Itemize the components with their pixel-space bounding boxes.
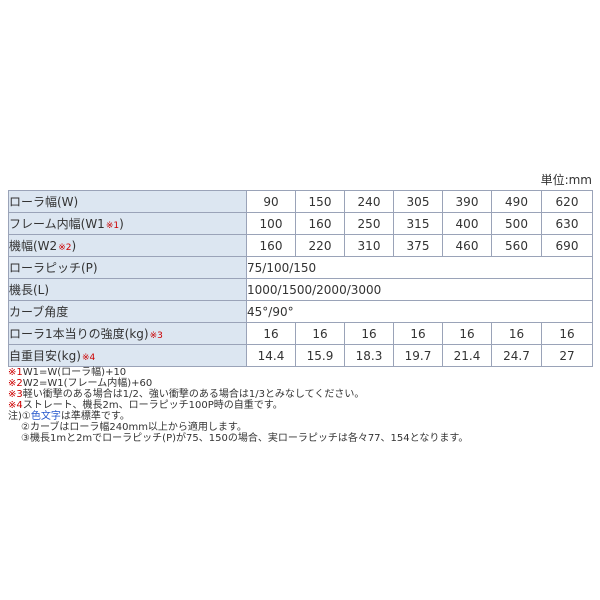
note-line: ※1W1=W(ローラ幅)+10	[8, 367, 594, 378]
row-label-text: 自重目安(kg)	[9, 349, 81, 363]
row-label-text: カーブ角度	[9, 305, 69, 319]
row-label-text: ローラピッチ(P)	[9, 261, 98, 275]
value-cell: 500	[491, 212, 542, 235]
unit-label: 単位:mm	[540, 173, 592, 187]
row-label-cell: 機幅(W2※2)	[8, 234, 247, 257]
note-text: ②カーブはローラ幅240mm以上から適用します。	[21, 422, 247, 433]
spec-table: ローラ幅(W) 90 150 240 305 390 490 620 フレーム内幅(W1※1) 1…	[8, 190, 593, 367]
value-cell: 375	[393, 234, 443, 257]
value-cell: 150	[295, 190, 345, 213]
value-cell: 14.4	[246, 344, 296, 367]
value-cell: 16	[442, 322, 492, 345]
note-text: W2=W1(フレーム内幅)+60	[22, 378, 153, 389]
value-cell: 400	[442, 212, 492, 235]
row-label-text: 機幅(W2	[9, 239, 58, 253]
note-text: W1=W(ローラ幅)+10	[22, 367, 127, 378]
row-label-cell: ローラピッチ(P)	[8, 256, 247, 279]
value-cell: 250	[344, 212, 394, 235]
table-row: 機幅(W2※2) 160 220 310 375 460 560 690	[8, 234, 593, 257]
table-row: ローラ幅(W) 90 150 240 305 390 490 620	[8, 190, 593, 213]
table-row: フレーム内幅(W1※1) 100 160 250 315 400 500 630	[8, 212, 593, 235]
note-text: ストレート、機長2m、ローラピッチ100P時の自重です。	[22, 400, 283, 411]
value-cell: 240	[344, 190, 394, 213]
row-label-cell: 自重目安(kg)※4	[8, 344, 247, 367]
note-ref-marker: ※1	[105, 221, 120, 231]
row-label-text: ローラ1本当りの強度(kg)	[9, 327, 149, 341]
value-cell: 100	[246, 212, 296, 235]
value-cell: 16	[491, 322, 542, 345]
note-line: ※4ストレート、機長2m、ローラピッチ100P時の自重です。	[8, 400, 594, 411]
value-cell: 16	[541, 322, 593, 345]
value-cell: 690	[541, 234, 593, 257]
table-row: ローラピッチ(P) 75/100/150	[8, 256, 593, 279]
table-row: ローラ1本当りの強度(kg)※3 16 16 16 16 16 16 16	[8, 322, 593, 345]
value-cell: 16	[344, 322, 394, 345]
spec-table-body: ローラ幅(W) 90 150 240 305 390 490 620 フレーム内幅(W1※1) 1…	[8, 190, 593, 367]
row-span-value-cell: 1000/1500/2000/3000	[246, 278, 593, 301]
row-label-cell: ローラ1本当りの強度(kg)※3	[8, 322, 247, 345]
note-marker: ※4	[8, 400, 23, 411]
row-label-cell: フレーム内幅(W1※1)	[8, 212, 247, 235]
note-ref-marker: ※2	[58, 243, 72, 253]
note-text: 注)①	[8, 411, 31, 422]
value-cell: 630	[541, 212, 593, 235]
row-label-suffix: )	[119, 217, 124, 231]
value-cell: 24.7	[491, 344, 542, 367]
value-cell: 18.3	[344, 344, 394, 367]
row-label-text: 機長(L)	[9, 283, 50, 297]
note-marker: ※2	[8, 378, 23, 389]
value-cell: 315	[393, 212, 443, 235]
row-label-suffix: )	[71, 239, 77, 253]
note-marker: ※1	[8, 367, 23, 378]
notes-block: ※1W1=W(ローラ幅)+10 ※2W2=W1(フレーム内幅)+60 ※3軽い衝撃の…	[8, 367, 594, 444]
table-row: 自重目安(kg)※4 14.4 15.9 18.3 19.7 21.4 24.7 27	[8, 344, 593, 367]
note-line: ※3軽い衝撃のある場合は1/2、強い衝撃のある場合は1/3とみなしてください。	[8, 389, 594, 400]
note-ref-marker: ※4	[81, 353, 96, 363]
note-text: 軽い衝撃のある場合は1/2、強い衝撃のある場合は1/3とみなしてください。	[22, 389, 365, 400]
value-cell: 19.7	[393, 344, 443, 367]
value-cell: 390	[442, 190, 492, 213]
value-cell: 16	[295, 322, 345, 345]
value-cell: 16	[393, 322, 443, 345]
value-cell: 620	[541, 190, 593, 213]
note-marker: ※3	[8, 389, 23, 400]
value-cell: 160	[295, 212, 345, 235]
note-line: ②カーブはローラ幅240mm以上から適用します。	[8, 422, 594, 433]
colored-text-link: 色文字	[30, 411, 61, 422]
note-line: 注)①色文字は準標準です。	[8, 411, 594, 422]
note-text: は準標準です。	[60, 411, 130, 422]
value-cell: 15.9	[295, 344, 345, 367]
row-span-value-cell: 45°/90°	[246, 300, 593, 323]
row-label-cell: カーブ角度	[8, 300, 247, 323]
row-label-cell: 機長(L)	[8, 278, 247, 301]
value-cell: 90	[246, 190, 296, 213]
value-cell: 310	[344, 234, 394, 257]
value-cell: 490	[491, 190, 542, 213]
note-text: ③機長1mと2mでローラピッチ(P)が75、150の場合、実ローラピッチは各々7…	[21, 433, 469, 444]
note-line: ※2W2=W1(フレーム内幅)+60	[8, 378, 594, 389]
value-cell: 21.4	[442, 344, 492, 367]
value-cell: 220	[295, 234, 345, 257]
row-label-cell: ローラ幅(W)	[8, 190, 247, 213]
row-label-text: ローラ幅(W)	[9, 195, 79, 209]
note-ref-marker: ※3	[149, 331, 163, 341]
value-cell: 460	[442, 234, 492, 257]
row-span-value-cell: 75/100/150	[246, 256, 593, 279]
table-row: 機長(L) 1000/1500/2000/3000	[8, 278, 593, 301]
table-row: カーブ角度 45°/90°	[8, 300, 593, 323]
row-label-text: フレーム内幅(W1	[9, 217, 105, 231]
value-cell: 16	[246, 322, 296, 345]
value-cell: 305	[393, 190, 443, 213]
value-cell: 160	[246, 234, 296, 257]
value-cell: 27	[541, 344, 593, 367]
note-line: ③機長1mと2mでローラピッチ(P)が75、150の場合、実ローラピッチは各々7…	[8, 433, 594, 444]
value-cell: 560	[491, 234, 542, 257]
